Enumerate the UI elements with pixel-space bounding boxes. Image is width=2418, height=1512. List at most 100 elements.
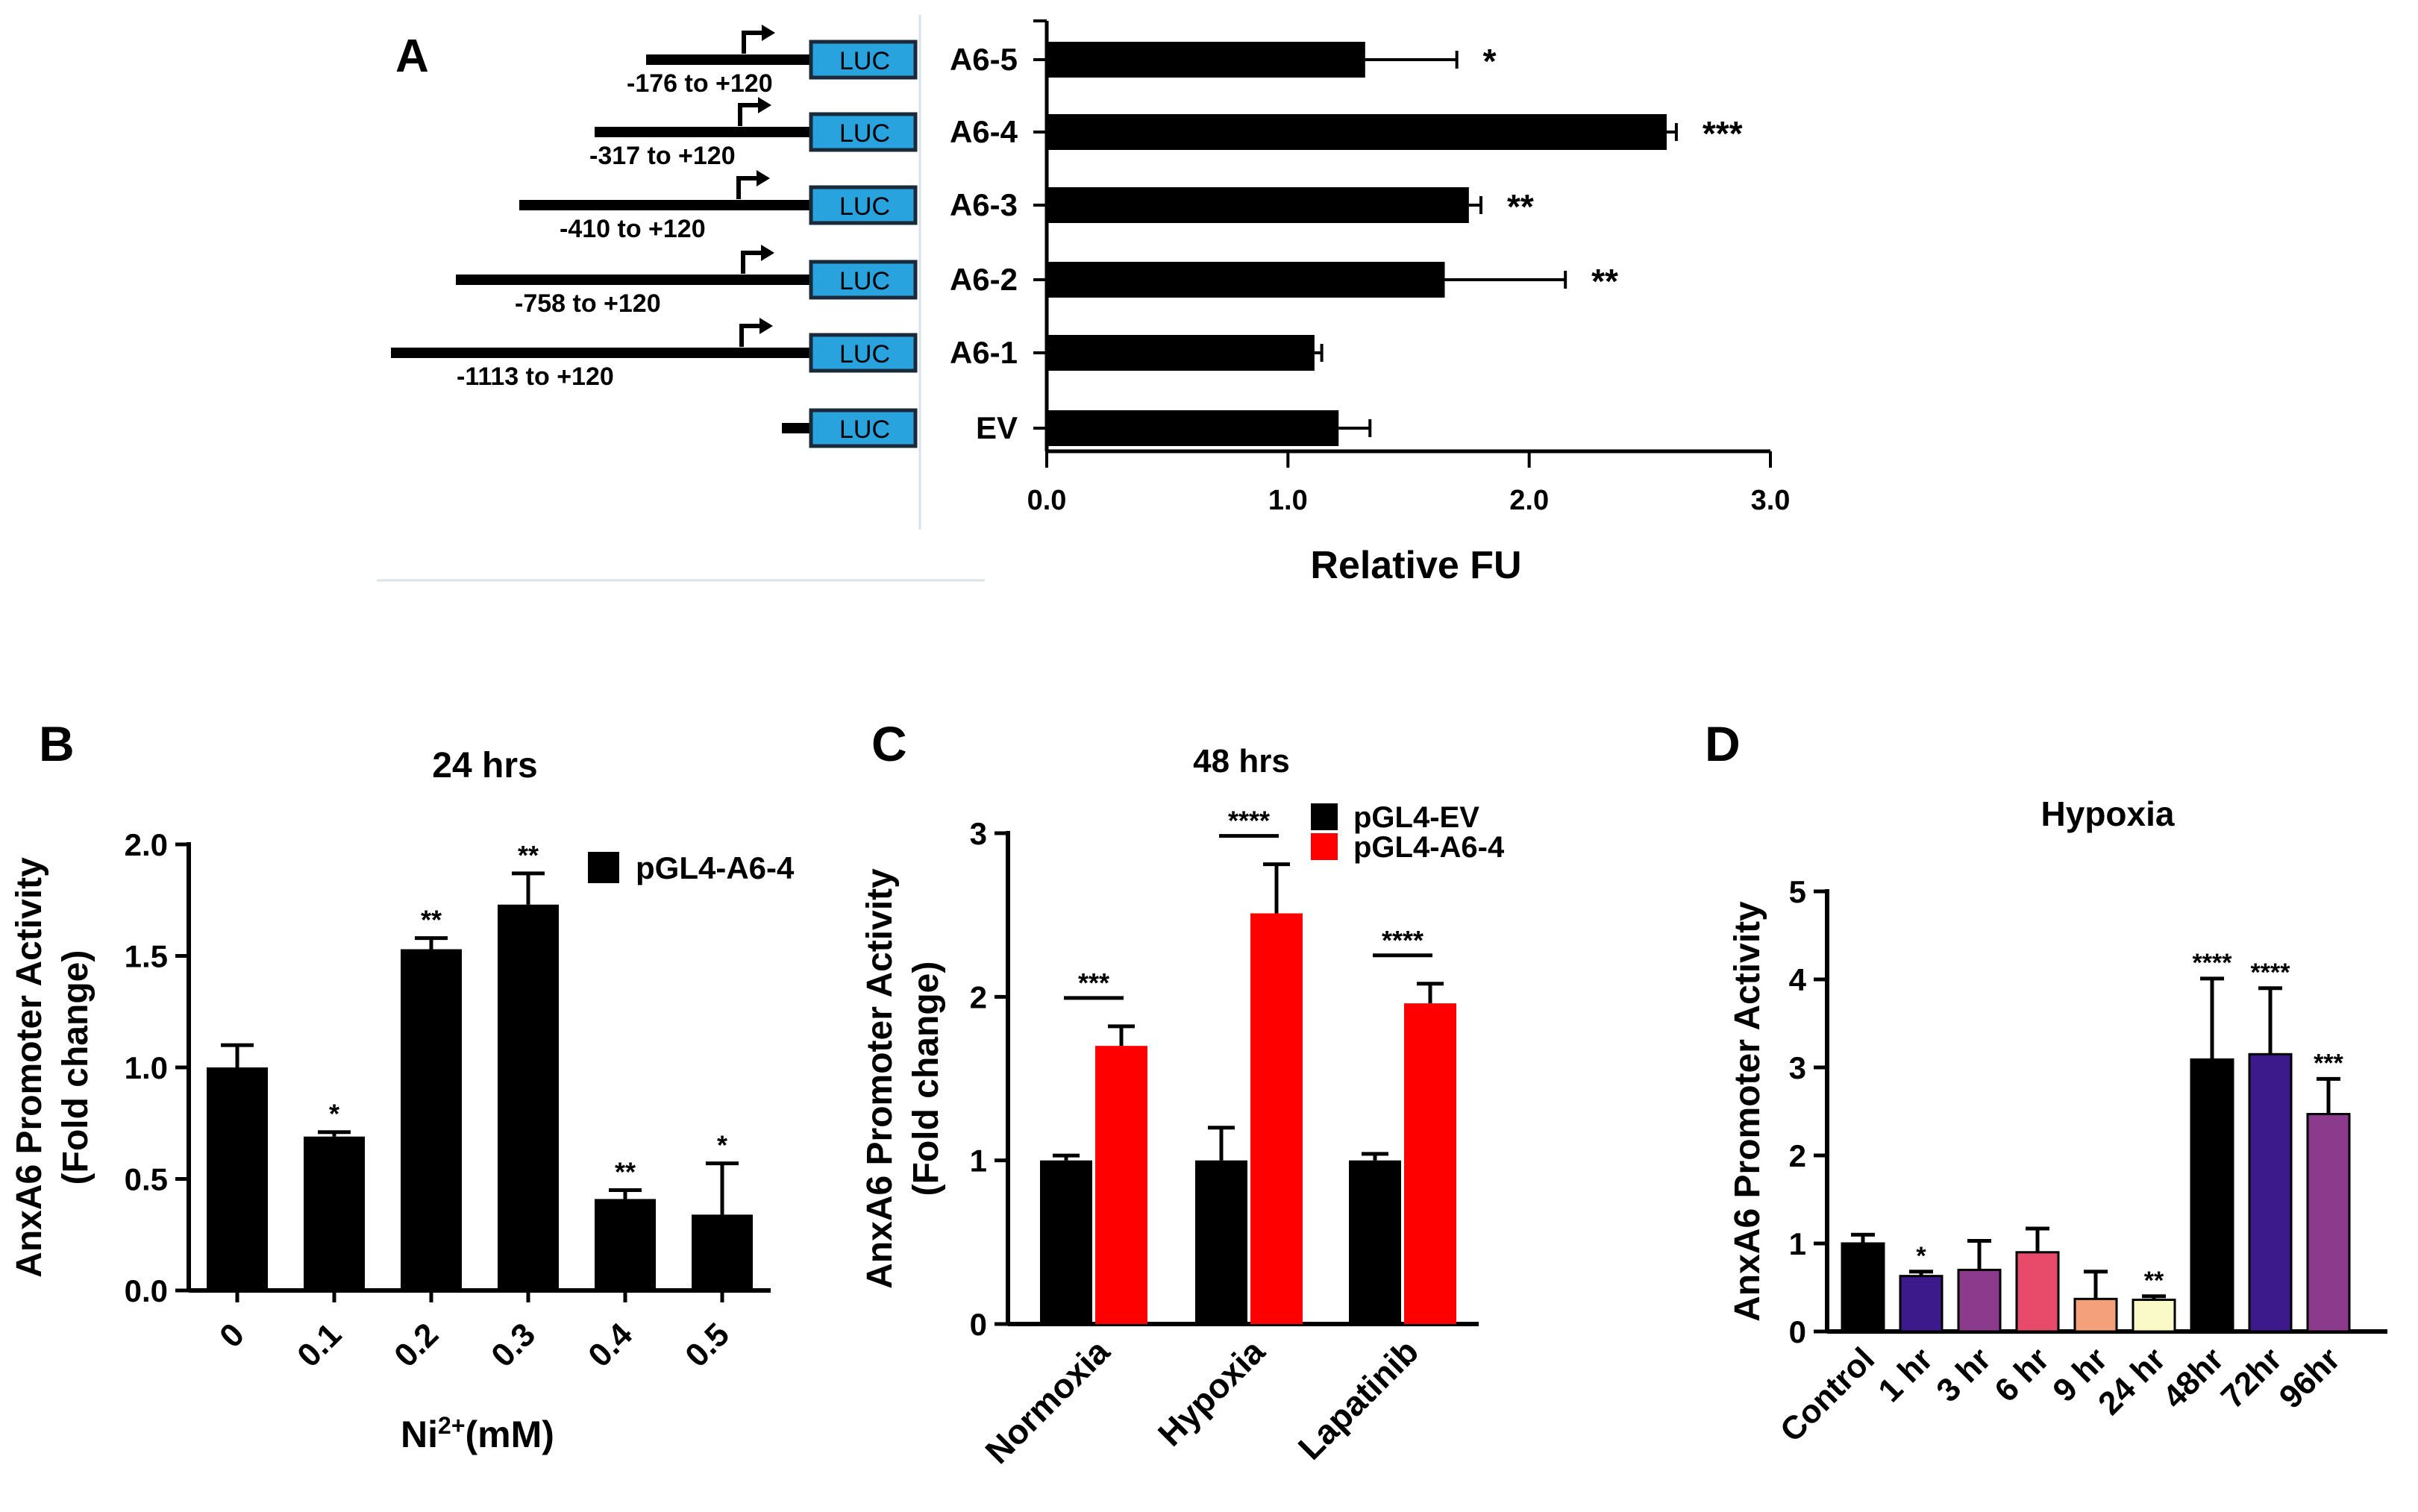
panel-a-x-tick-label-2: 2.0: [1509, 485, 1549, 516]
panel-a-sig-0: *: [1483, 42, 1497, 81]
construct-line-5: [782, 423, 811, 433]
row-label-5: EV: [976, 410, 1018, 445]
panel-d-sig-8: ***: [2314, 1049, 2343, 1077]
panel-c-bar-2-0: [1349, 1160, 1401, 1324]
panel-b-title: 24 hrs: [432, 746, 537, 785]
tss-arrow-head-1: [758, 97, 771, 113]
panel-b-x-axis-title-main: Ni: [401, 1414, 438, 1455]
panel-d-x-tick-label-3: 6 hr: [1988, 1340, 2056, 1409]
panel-b-x-axis-title-sup: 2+: [438, 1412, 465, 1439]
panel-a: A LUC -176 to +120 A6-5 LUC -317 to +120 A6-4 L…: [377, 15, 1790, 587]
luc-box-2: [809, 185, 918, 225]
luc-box-5: [809, 408, 918, 448]
panel-d-title: Hypoxia: [2041, 794, 2175, 833]
panel-d-y-tick-label-2: 2: [1789, 1138, 1806, 1173]
panel-d-bar-2: [1957, 1268, 2002, 1333]
panel-b-sig-5: *: [717, 1130, 727, 1161]
tss-arrow-head-0: [762, 25, 775, 41]
panel-b-y-tick-label-4: 2.0: [125, 827, 168, 862]
panel-a-label: A: [395, 31, 429, 82]
tss-arrow-4: [739, 324, 761, 347]
luc-label-3: LUC: [839, 267, 890, 295]
panel-c: C 48 hrs 0 1 2 3 AnxA6 Promoter Activity (Fold …: [860, 716, 1505, 1471]
panel-a-bar-2: [1047, 187, 1469, 223]
construct-line-1: [595, 127, 811, 137]
construct-label-4: -1113 to +120: [457, 363, 614, 391]
luc-label-0: LUC: [839, 47, 890, 75]
panel-d-bar-3: [2015, 1251, 2060, 1333]
luc-box-3: [809, 260, 918, 300]
tss-arrow-head-2: [757, 170, 770, 186]
row-label-3: A6-2: [950, 262, 1018, 297]
construct-label-1: -317 to +120: [589, 142, 736, 170]
panel-c-y-axis-title-1: AnxA6 Promoter Activity: [860, 868, 900, 1289]
panel-a-bar-1: [1047, 114, 1667, 150]
panel-d-y-axis-title: AnxA6 Promoter Activity: [1728, 901, 1767, 1322]
luc-box-1: [809, 112, 918, 152]
panel-b-legend-swatch: [588, 852, 619, 883]
luc-label-5: LUC: [839, 415, 890, 444]
panel-c-legend-swatch-0: [1311, 803, 1338, 830]
panel-a-sig-3: **: [1591, 262, 1618, 301]
construct-line-3: [456, 275, 811, 285]
panel-c-x-tick-label-1: Hypoxia: [1150, 1331, 1273, 1454]
panel-b-bar-3: [498, 904, 559, 1290]
panel-c-bar-1-1: [1250, 913, 1303, 1324]
tss-arrow-head-4: [759, 318, 773, 334]
panel-d-sig-5: **: [2144, 1267, 2164, 1295]
panel-a-x-tick-label-3: 3.0: [1751, 485, 1791, 516]
luc-label-2: LUC: [839, 192, 890, 221]
panel-d-bar-6: [2190, 1058, 2234, 1333]
panel-d-y-tick-label-1: 1: [1789, 1226, 1806, 1261]
panel-b-legend-label: pGL4-A6-4: [636, 850, 795, 885]
panel-a-sig-2: **: [1507, 187, 1534, 226]
panel-a-bar-4: [1047, 335, 1315, 371]
panel-d-bar-0: [1841, 1242, 1885, 1333]
row-label-4: A6-1: [950, 335, 1018, 370]
panel-d-bar-8: [2306, 1113, 2351, 1333]
panel-b-x-tick-label-0: 0: [213, 1316, 251, 1355]
tss-arrow-3: [741, 251, 762, 274]
panel-c-sig-0: ***: [1078, 967, 1109, 998]
panel-c-legend-label-1: pGL4-A6-4: [1353, 831, 1505, 864]
panel-b-bar-1: [304, 1136, 365, 1290]
panel-d-x-tick-label-7: 72hr: [2214, 1340, 2289, 1415]
panel-c-x-tick-label-2: Lapatinib: [1291, 1331, 1426, 1466]
panel-a-bar-5: [1047, 410, 1339, 446]
panel-c-x-tick-label-0: Normoxia: [977, 1331, 1117, 1471]
panel-d-bar-1: [1899, 1275, 1944, 1333]
tss-arrow-head-3: [761, 245, 774, 261]
panel-b-x-tick-label-4: 0.4: [581, 1316, 639, 1374]
panel-b-x-axis-title: Ni2+(mM): [401, 1412, 554, 1455]
panel-b-bar-0: [207, 1067, 268, 1290]
panel-d-bar-7: [2248, 1053, 2293, 1333]
panel-b-x-axis-title-tail: (mM): [466, 1414, 554, 1455]
tss-arrow-1: [738, 103, 759, 126]
row-label-2: A6-3: [950, 187, 1018, 222]
panel-d-y-tick-label-0: 0: [1789, 1314, 1806, 1349]
panel-c-bar-1-0: [1195, 1160, 1247, 1324]
panel-d-sig-7: ****: [2251, 959, 2291, 987]
construct-label-0: -176 to +120: [627, 69, 773, 98]
panel-d-x-tick-label-0: Control: [1773, 1340, 1882, 1449]
luc-label-4: LUC: [839, 340, 890, 368]
panel-d: D Hypoxia 0 1 2 3 4 5 AnxA6 Promoter ActivityCon…: [1705, 716, 2387, 1449]
panel-c-y-axis-title-2: (Fold change): [906, 962, 946, 1196]
construct-line-0: [646, 54, 811, 65]
panel-b-y-axis-title-2: (Fold change): [56, 950, 95, 1185]
panel-b-y-tick-label-0: 0.0: [125, 1273, 168, 1308]
luc-label-1: LUC: [839, 119, 890, 148]
panel-c-y-tick-label-0: 0: [970, 1307, 987, 1342]
panel-b-sig-3: **: [518, 840, 539, 871]
construct-label-3: -758 to +120: [515, 289, 661, 318]
panel-d-bar-4: [2073, 1297, 2118, 1333]
panel-a-bar-0: [1047, 42, 1365, 78]
panel-b-sig-4: **: [615, 1156, 636, 1187]
panel-d-label: D: [1705, 716, 1741, 771]
row-label-1: A6-4: [950, 114, 1018, 149]
panel-d-x-tick-label-5: 24 hr: [2091, 1340, 2173, 1422]
panel-a-x-tick-label-0: 0.0: [1027, 485, 1067, 516]
panel-d-x-tick-label-6: 48hr: [2156, 1340, 2231, 1415]
panel-c-y-tick-label-2: 2: [970, 979, 987, 1014]
